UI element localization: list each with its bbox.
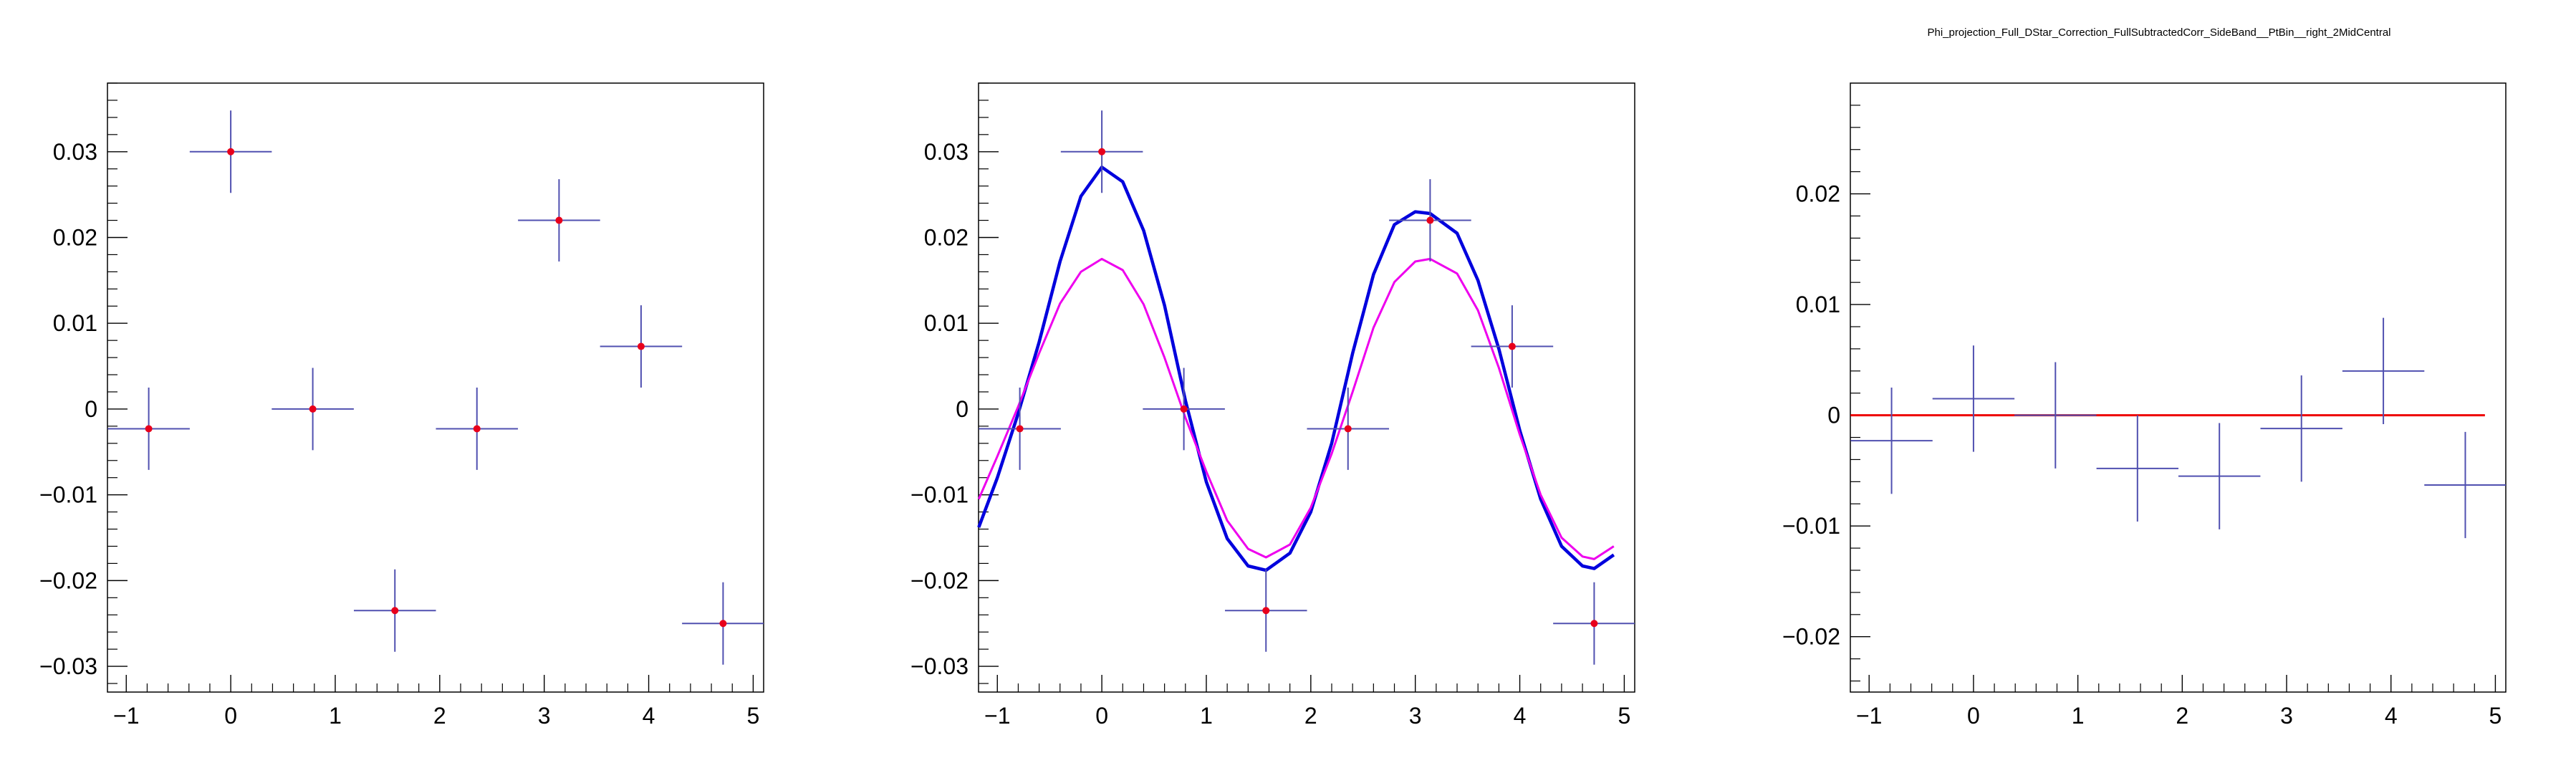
panel-2-y-tick-label: 0.03 xyxy=(924,139,969,165)
panel-1-y-tick-label: 0 xyxy=(85,396,97,422)
panel-1-data-point xyxy=(227,148,235,155)
panel-1-x-tick-label: 2 xyxy=(433,703,446,729)
panel-2-x-tick-label: 4 xyxy=(1514,703,1527,729)
panel-2-frame xyxy=(978,82,1635,693)
panel-3-y-tick-label: 0.01 xyxy=(1796,292,1840,317)
panel-1-x-tick-label: 3 xyxy=(538,703,551,729)
panel-3-x-tick-label: 0 xyxy=(1967,703,1980,729)
panel-2-x-tick-label: 1 xyxy=(1200,703,1213,729)
panel-1-y-tick-label: 0.02 xyxy=(53,224,97,250)
panel-2-data-point xyxy=(1344,425,1352,433)
panel-1-data-point xyxy=(719,620,727,628)
panel-2-x-tick-label: 5 xyxy=(1618,703,1631,729)
panel-1-data-point xyxy=(145,425,153,433)
panel-2-data-point xyxy=(1508,342,1516,350)
panel-2-x-tick-label: −1 xyxy=(984,703,1010,729)
panel-2-x-tick-label: 2 xyxy=(1304,703,1317,729)
panel-1-frame xyxy=(107,82,764,693)
panel-1-data-point xyxy=(309,405,317,413)
panel-1-y-tick-label: −0.02 xyxy=(39,567,97,593)
panel-2-y-tick-label: 0.02 xyxy=(924,224,969,250)
panel-2-data-point xyxy=(1426,216,1434,224)
panel-1-data-point xyxy=(555,216,563,224)
panel-3-y-tick-label: 0 xyxy=(1827,403,1840,428)
panel-1-data-point xyxy=(637,342,645,350)
panel-1-x-tick-label: 0 xyxy=(224,703,237,729)
panel-3-y-tick-label: −0.02 xyxy=(1782,624,1840,650)
left-panel: −1 0 1 2 3 4 5 −0.03 −0.02 −0.01 0 0.01 0.02 0.03 xyxy=(39,82,764,729)
panel-2-data-point xyxy=(1098,148,1106,155)
panel-2-data-point xyxy=(1180,405,1188,413)
panel-2-data-point xyxy=(1262,607,1270,615)
panel-3-y-tick-label: 0.02 xyxy=(1796,181,1840,207)
panel-1-x-tick-label: 4 xyxy=(643,703,655,729)
panel-3-frame xyxy=(1850,82,2507,693)
panel-3-x-tick-label: 4 xyxy=(2385,703,2398,729)
right-panel: −1 0 1 2 3 4 5 −0.02 −0.01 0 0.01 0.02 xyxy=(1782,82,2507,729)
panel-2-y-tick-label: −0.02 xyxy=(910,567,969,593)
panel-2-data-point xyxy=(1590,620,1598,628)
panel-1-y-tick-label: 0.03 xyxy=(53,139,97,165)
panel-2-y-tick-label: 0.01 xyxy=(924,310,969,336)
panel-1-y-tick-label: 0.01 xyxy=(53,310,97,336)
panel-3-y-tick-label: −0.01 xyxy=(1782,513,1840,539)
panel-3-x-tick-label: 5 xyxy=(2489,703,2502,729)
panel-3-x-tick-label: 2 xyxy=(2176,703,2188,729)
panel-1-y-tick-label: −0.01 xyxy=(39,482,97,508)
panel-2-y-tick-label: −0.01 xyxy=(910,482,969,508)
panel-1-data-point xyxy=(391,607,399,615)
panel-2-fit-total-curve xyxy=(977,165,1615,572)
middle-panel: −1 0 1 2 3 4 5 −0.03 −0.02 −0.01 0 0.01 0.02 0.03 xyxy=(910,82,1635,729)
panel-2-x-tick-label: 3 xyxy=(1409,703,1422,729)
panel-2-y-tick-label: 0 xyxy=(956,396,969,422)
panel-2-x-tick-label: 0 xyxy=(1095,703,1108,729)
panel-1-y-tick-label: −0.03 xyxy=(39,653,97,679)
page-title: Phi_projection_Full_DStar_Correction_Ful… xyxy=(1927,27,2390,39)
panel-1-x-tick-label: 5 xyxy=(747,703,760,729)
panel-3-x-tick-label: 3 xyxy=(2280,703,2293,729)
panel-2-fit-component-curve xyxy=(977,257,1615,560)
panel-3-x-tick-label: −1 xyxy=(1856,703,1882,729)
panel-1-x-tick-label: 1 xyxy=(329,703,342,729)
panel-2-y-tick-label: −0.03 xyxy=(910,653,969,679)
panel-1-x-tick-label: −1 xyxy=(113,703,139,729)
panel-2-data-point xyxy=(1016,425,1024,433)
panel-3-x-tick-label: 1 xyxy=(2072,703,2085,729)
panel-1-data-point xyxy=(473,425,481,433)
